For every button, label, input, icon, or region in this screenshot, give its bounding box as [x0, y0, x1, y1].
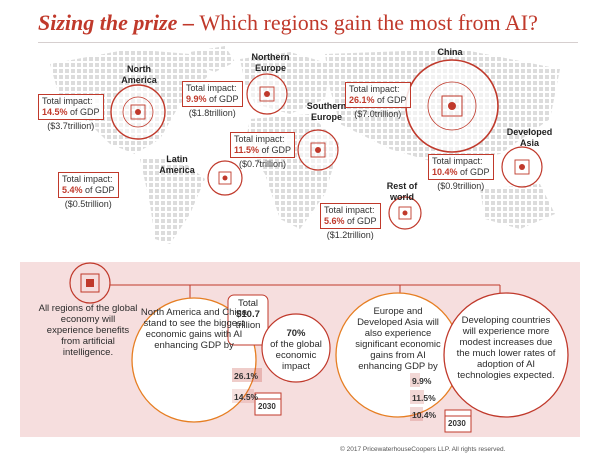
share-text: of the global economic impact: [270, 339, 322, 372]
total-box: [227, 294, 269, 346]
panel-developing: Developing countries will experience mor…: [456, 315, 556, 381]
continent-australia: [480, 184, 555, 229]
continent-greenland: [190, 46, 235, 72]
circle-north-america: [110, 84, 166, 140]
eu-bar-2: [410, 390, 424, 404]
impact-amount: ($0.7trillion): [239, 159, 287, 169]
na-bar-na: [232, 389, 254, 403]
na-pct-2: 14.5%: [234, 392, 259, 402]
na-pct-1: 26.1%: [234, 371, 259, 381]
impact-china: Total impact: 26.1% of GDP ($7.0trillion): [345, 82, 411, 120]
region-label-latin-america: Latin America: [159, 154, 195, 175]
eu-pct-1: 9.9%: [412, 376, 432, 386]
continent-south-america: [140, 159, 205, 244]
total-line1: Total: [237, 298, 259, 309]
chip-icon: [69, 262, 111, 304]
impact-box: Total impact: 10.4% of GDP: [428, 154, 494, 180]
eu-bar-1: [410, 373, 420, 387]
impact-box: Total impact: 5.6% of GDP: [320, 203, 381, 229]
circle-northern-europe: [246, 73, 288, 115]
circle-developed-asia: [501, 146, 543, 188]
na-year: 2030: [258, 402, 276, 411]
calendar-icon-na: [254, 392, 282, 416]
impact-rest-of-world: Total impact: 5.6% of GDP ($1.2trillion): [320, 203, 381, 241]
share-circle: [261, 313, 331, 383]
title-lead: Sizing the prize: [38, 10, 178, 35]
page-title: Sizing the prize – Which regions gain th…: [38, 10, 538, 36]
impact-north-america: Total impact: 14.5% of GDP ($3.7trillion): [38, 94, 104, 132]
region-label-china: China: [437, 47, 463, 57]
impact-amount: ($3.7trillion): [47, 121, 95, 131]
impact-amount: ($7.0trillion): [354, 109, 402, 119]
impact-amount: ($0.5trillion): [64, 199, 112, 209]
eu-pct-2: 11.5%: [412, 393, 436, 403]
title-rest: Which regions gain the most from AI?: [199, 10, 538, 35]
region-label-developed-asia: Developed Asia: [506, 127, 553, 148]
calendar-icon-eu: [444, 409, 472, 433]
panel-eu-asia: Europe and Developed Asia will also expe…: [355, 306, 441, 372]
impact-latin-america: Total impact: 5.4% of GDP ($0.5trillion): [58, 172, 119, 210]
na-china-circle: [131, 297, 257, 423]
impact-northern-europe: Total impact: 9.9% of GDP ($1.8trillion): [182, 81, 243, 119]
impact-box: Total impact: 5.4% of GDP: [58, 172, 119, 198]
region-label-northern-europe: Northern Europe: [251, 52, 290, 73]
impact-box: Total impact: 26.1% of GDP: [345, 82, 411, 108]
developing-circle: [443, 292, 569, 418]
impact-amount: ($0.9trillion): [437, 181, 485, 191]
impact-box: Total impact: 14.5% of GDP: [38, 94, 104, 120]
panel-intro: All regions of the global economy will e…: [38, 303, 138, 358]
region-label-rest-of-world: Rest of world: [386, 181, 418, 202]
panel-na-china: North America and China stand to see the…: [140, 307, 248, 351]
title-dash: –: [177, 10, 200, 35]
eu-year: 2030: [448, 419, 466, 428]
eu-pct-3: 10.4%: [412, 410, 437, 420]
impact-box: Total impact: 9.9% of GDP: [182, 81, 243, 107]
impact-amount: ($1.2trillion): [326, 230, 374, 240]
region-label-southern-europe: Southern Europe: [306, 101, 347, 122]
total-line3: trillion: [235, 320, 261, 331]
title-divider: [38, 42, 578, 43]
impact-southern-europe: Total impact: 11.5% of GDP ($0.7trillion): [230, 132, 296, 170]
panel-total: Total $10.7 trillion: [228, 298, 268, 331]
region-label-north-america: North America: [121, 64, 157, 85]
copyright: © 2017 PricewaterhouseCoopers LLP. All r…: [340, 446, 506, 453]
circle-rest-of-world: [388, 196, 422, 230]
na-bar-china: [232, 368, 262, 382]
circle-southern-europe: [297, 129, 339, 171]
eu-bar-3: [410, 407, 423, 421]
circle-latin-america: [207, 160, 243, 196]
impact-developed-asia: Total impact: 10.4% of GDP ($0.9trillion): [428, 154, 494, 192]
total-value: $10.7: [236, 309, 260, 320]
impact-amount: ($1.8trillion): [188, 108, 236, 118]
impact-box: Total impact: 11.5% of GDP: [230, 132, 296, 158]
panel-share: 70% of the global economic impact: [266, 328, 326, 372]
share-value: 70%: [286, 328, 306, 339]
